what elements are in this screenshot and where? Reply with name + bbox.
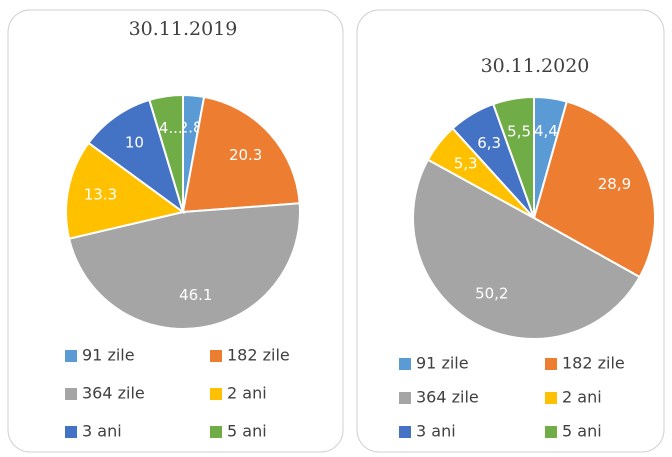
data-label: 5,5 xyxy=(507,123,531,141)
legend-label: 2 ani xyxy=(227,384,267,403)
legend-label: 182 zile xyxy=(227,346,290,365)
data-label: 28,9 xyxy=(598,175,631,193)
chart-title: 30.11.2020 xyxy=(481,55,590,77)
legend-label: 91 zile xyxy=(82,346,135,365)
legend-label: 3 ani xyxy=(416,422,456,441)
legend-label: 91 zile xyxy=(416,354,469,373)
pie-slice xyxy=(148,93,184,213)
legend-swatch xyxy=(399,358,411,370)
legend-swatch xyxy=(210,388,222,400)
legend-label: 364 zile xyxy=(82,384,145,403)
data-label: 10 xyxy=(125,134,144,152)
legend-swatch xyxy=(65,388,77,400)
data-label: 50,2 xyxy=(475,285,508,303)
legend-swatch xyxy=(399,426,411,438)
pie-slice xyxy=(532,100,656,279)
pie-slice xyxy=(412,158,642,340)
data-label: 13.3 xyxy=(84,186,117,204)
legend-label: 3 ani xyxy=(82,422,122,441)
legend-label: 364 zile xyxy=(416,388,479,407)
data-label: 4,4 xyxy=(534,122,558,140)
data-label: 6,3 xyxy=(477,134,501,152)
legend-swatch xyxy=(65,426,77,438)
pie-slice xyxy=(87,98,185,215)
data-label: 46.1 xyxy=(179,286,212,304)
pie-slice xyxy=(491,95,535,219)
legend-label: 2 ani xyxy=(562,388,602,407)
legend-swatch xyxy=(210,426,222,438)
legend-label: 5 ani xyxy=(562,422,602,441)
legend-label: 5 ani xyxy=(227,422,267,441)
data-label: 20.3 xyxy=(229,146,262,164)
legend-swatch xyxy=(545,392,557,404)
data-label: 5,3 xyxy=(454,155,478,173)
legend-swatch xyxy=(545,358,557,370)
data-label: 2.8 xyxy=(179,119,203,137)
data-label: 4... xyxy=(159,119,183,137)
legend-label: 182 zile xyxy=(562,354,625,373)
legend-swatch xyxy=(210,350,222,362)
legend-swatch xyxy=(399,392,411,404)
pie-slice xyxy=(181,95,301,214)
pie-slice xyxy=(65,141,186,240)
legend-swatch xyxy=(65,350,77,362)
pie-slice xyxy=(67,202,301,330)
legend-swatch xyxy=(545,426,557,438)
chart-title: 30.11.2019 xyxy=(129,18,238,40)
